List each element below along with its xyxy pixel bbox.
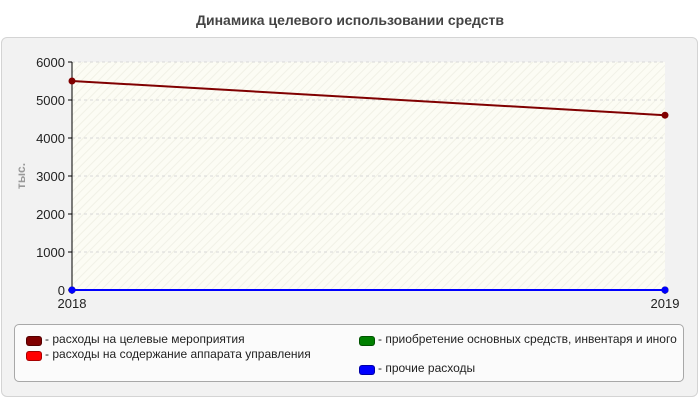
legend-item: - расходы на целевые мероприятия [26,333,245,346]
data-point [68,77,76,85]
y-tick-label: 4000 [36,131,65,146]
legend-label: - расходы на содержание аппарата управле… [45,347,311,361]
legend-item: - прочие расходы [359,362,475,375]
x-tick-label: 2018 [58,296,87,311]
legend-item: - расходы на содержание аппарата управле… [26,348,311,361]
y-tick-label: 3000 [36,169,65,184]
y-tick-label: 6000 [36,55,65,70]
legend-item: - приобретение основных средств, инвента… [359,333,679,346]
legend-swatch-icon [26,336,42,346]
y-tick-label: 5000 [36,93,65,108]
series-line [71,80,666,117]
legend-label: - приобретение основных средств, инвента… [378,332,677,346]
y-axis-label: тыс. [14,163,28,189]
legend-label: - расходы на целевые мероприятия [45,332,245,346]
chart-title: Динамика целевого использовании средств [196,12,504,28]
y-tick-label: 2000 [36,207,65,222]
legend-swatch-icon [359,365,375,375]
legend-swatch-icon [359,336,375,346]
x-tick-label: 2019 [651,296,680,311]
chart-legend: - расходы на целевые мероприятия - расхо… [14,324,684,382]
y-tick-label: 0 [58,283,65,298]
data-point [661,111,669,119]
data-point [68,286,76,294]
legend-swatch-icon [26,351,42,361]
data-point [661,286,669,294]
legend-label: - прочие расходы [378,361,476,375]
y-tick-label: 1000 [36,245,65,260]
